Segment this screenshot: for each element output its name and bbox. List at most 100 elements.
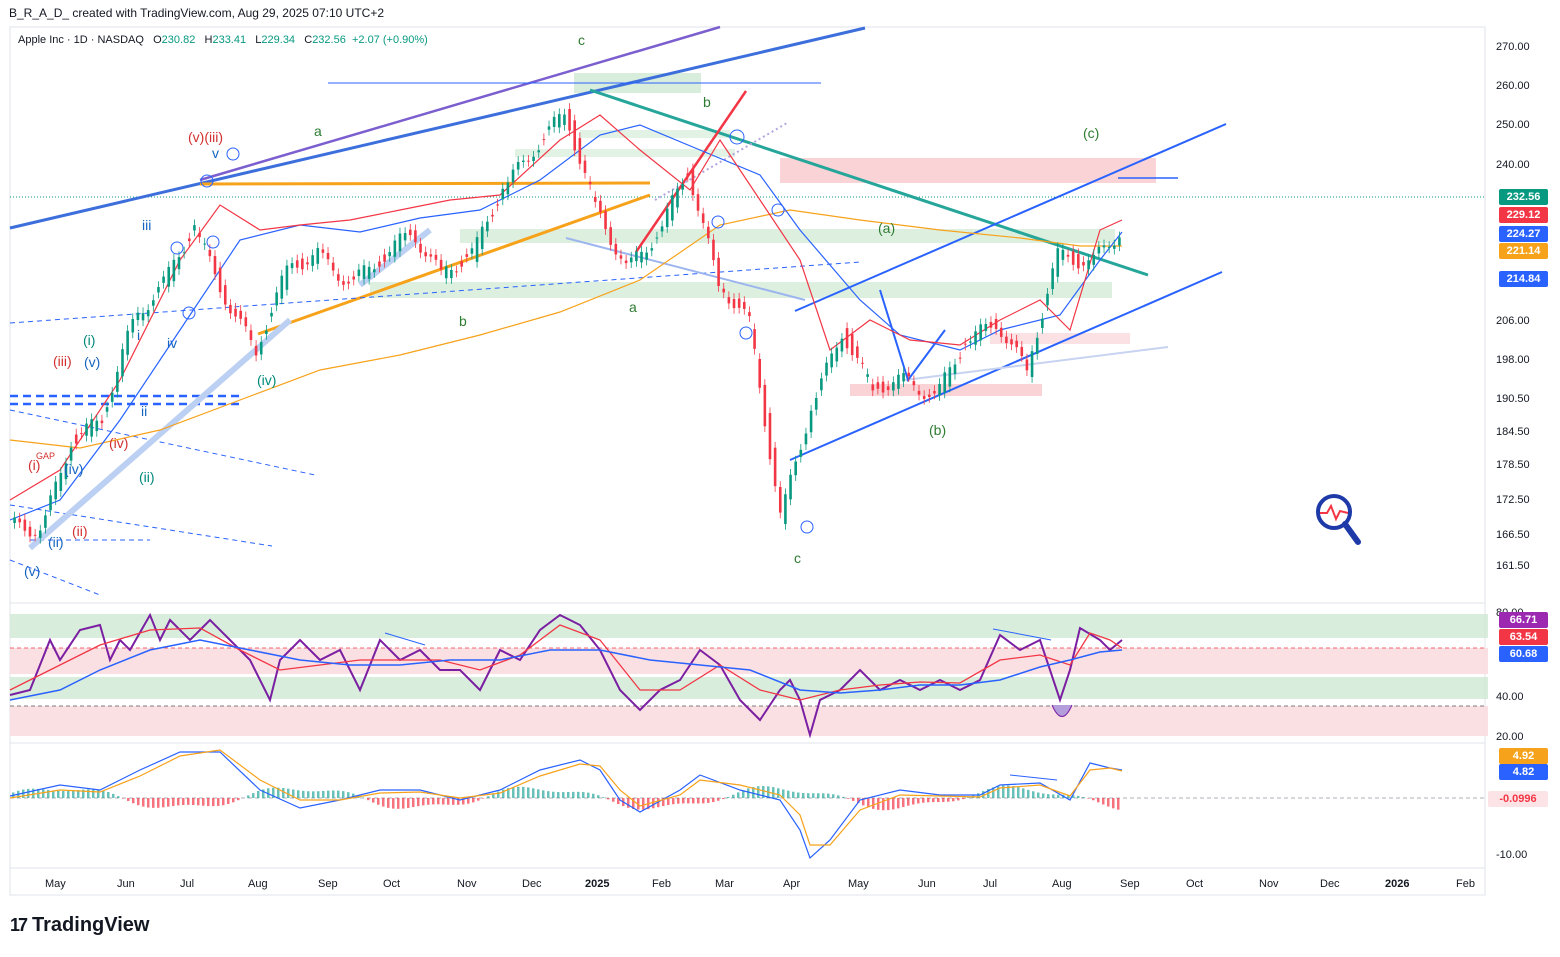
macd-bar (317, 791, 320, 798)
time-tick: Dec (1320, 878, 1340, 890)
candle-body (958, 357, 962, 359)
magnifier-icon[interactable] (1316, 494, 1361, 545)
wave-marker-2c (729, 129, 745, 145)
candle-body (393, 240, 397, 257)
wave-marker-2b (182, 306, 196, 320)
wave-marker-5 (226, 147, 240, 161)
candle-body (840, 338, 844, 352)
macd-bar (47, 789, 50, 798)
macd-bar (742, 790, 745, 798)
macd-bar (52, 790, 55, 798)
macd-bar (402, 798, 405, 809)
macd-bar (582, 792, 585, 798)
macd-bar (482, 798, 485, 799)
macd-bar (1072, 795, 1075, 798)
candle-body (342, 281, 345, 285)
candle-body (850, 333, 854, 356)
candle-body (1051, 268, 1054, 290)
macd-bar (947, 798, 950, 802)
price-tick: 260.00 (1496, 80, 1530, 92)
time-tick: Sep (318, 878, 338, 890)
macd-bar (522, 786, 525, 798)
macd-bar (187, 798, 190, 805)
macd-bar (207, 798, 210, 807)
candle-body (414, 230, 417, 243)
candle-body (861, 362, 864, 364)
macd-bar (847, 798, 850, 799)
macd-bar (87, 789, 90, 798)
macd-bar (1107, 798, 1110, 807)
candle-body (1056, 248, 1060, 277)
macd-bar (457, 798, 460, 805)
tag-rsi-ma: 63.54 (1499, 629, 1548, 645)
macd-bar (662, 798, 665, 807)
tag-ma20: 229.12 (1499, 207, 1548, 223)
candle-body (856, 346, 859, 358)
macd-bar (497, 791, 500, 798)
candle-body (90, 419, 93, 437)
time-tick: Nov (1259, 878, 1279, 890)
macd-bar (152, 798, 155, 808)
candle-body (691, 169, 695, 196)
macd-bar (142, 798, 145, 807)
time-tick: 2025 (585, 878, 609, 890)
candle-body (593, 196, 597, 202)
candle-body (897, 374, 900, 389)
candle-body (763, 384, 767, 427)
macd-bar (842, 796, 845, 798)
macd-bar (1052, 794, 1055, 798)
candle-body (419, 243, 422, 253)
candle-body (501, 188, 505, 200)
candle-body (506, 182, 510, 195)
candle-body (18, 518, 22, 523)
macd-bar (407, 798, 410, 808)
macd-bar (117, 796, 120, 798)
macd-bar (687, 798, 690, 804)
candle-body (1071, 251, 1075, 265)
candle-body (388, 252, 392, 257)
candle-body (969, 341, 972, 343)
macd-bar (797, 792, 800, 798)
macd-bar (907, 798, 910, 806)
candle-body (758, 358, 762, 388)
signal-line (9, 749, 1123, 846)
candle-body (922, 395, 926, 399)
candle-body (23, 519, 27, 531)
wave-label-p-iii: (iii) (53, 353, 72, 369)
macd-bar (1022, 788, 1025, 798)
macd-bar (872, 798, 875, 809)
candle-body (275, 292, 278, 306)
macd-bar (257, 790, 260, 798)
tradingview-logo[interactable]: 17 TradingView (10, 914, 149, 937)
candle-body (614, 243, 618, 255)
candle-body (239, 310, 242, 319)
macd-bar (222, 798, 225, 806)
macd-bar (492, 793, 495, 798)
candle-body (717, 257, 720, 287)
macd-bar (857, 798, 860, 804)
candle-body (707, 226, 710, 239)
candle-body (424, 252, 427, 257)
candle-body (1107, 247, 1111, 249)
candle-body (408, 229, 412, 236)
macd-bar (487, 796, 490, 798)
candle-body (450, 269, 453, 279)
wave-marker-1c (711, 215, 725, 229)
macd-bar (712, 798, 715, 803)
candle-body (1087, 260, 1090, 270)
wave-label-p-iv-b: (iv) (64, 461, 83, 477)
macd-bar (337, 790, 340, 798)
symbol-legend[interactable]: Apple Inc · 1D · NASDAQ O230.82 H233.41 … (18, 34, 428, 46)
wave-marker-4c (771, 203, 785, 217)
time-tick: Jun (117, 878, 135, 890)
macd-bar (397, 798, 400, 809)
candle-body (465, 254, 469, 257)
candle-body (331, 262, 335, 271)
macd-bar (387, 798, 390, 808)
wave-label-iii: iii (142, 217, 151, 233)
candle-body (152, 300, 155, 306)
wave-label-paren-b: (b) (929, 422, 946, 438)
macd-bar (1097, 798, 1100, 803)
macd-bar (22, 789, 25, 798)
